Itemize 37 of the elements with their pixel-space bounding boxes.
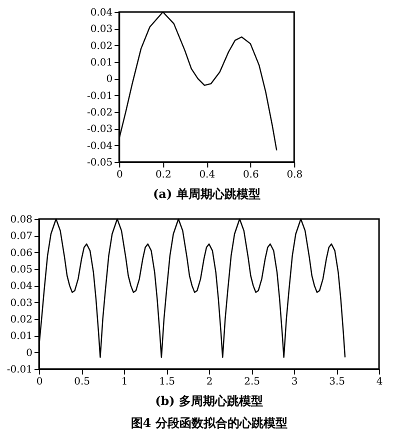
- x-tick-label: 3: [291, 376, 298, 388]
- y-tick-label: 0.01: [90, 58, 113, 68]
- x-tick-label: 4: [376, 376, 383, 388]
- y-tick-label: 0.02: [10, 314, 33, 326]
- y-tick-label: -0.05: [86, 158, 113, 168]
- y-tick-label: -0.01: [6, 364, 33, 376]
- text: (a) 单周期心跳模型: [152, 187, 260, 201]
- y-tick-label: 0.03: [10, 298, 33, 309]
- x-tick-label: 0.6: [242, 170, 259, 180]
- y-tick-label: 0: [26, 348, 33, 359]
- y-tick-label: -0.02: [86, 108, 113, 118]
- y-tick-label: 0.06: [10, 248, 33, 259]
- y-tick-label: -0.01: [86, 90, 113, 102]
- y-tick-label: -0.04: [86, 140, 113, 152]
- text: (b) 多周期心跳模型: [155, 394, 264, 408]
- y-tick-label: 0.04: [10, 281, 33, 292]
- y-tick-label: 0.07: [10, 231, 33, 242]
- x-tick-label: 1.5: [159, 376, 175, 388]
- x-tick-label: 2: [206, 376, 213, 388]
- y-tick-label: 0.04: [90, 8, 113, 18]
- x-tick-label: 0: [36, 376, 43, 388]
- x-tick-label: 0: [116, 170, 123, 180]
- y-tick-label: 0: [106, 74, 113, 86]
- y-tick-label: 0.01: [10, 331, 33, 342]
- y-tick-label: -0.03: [86, 124, 113, 136]
- x-tick-label: 0.2: [155, 170, 172, 180]
- x-tick-label: 0.8: [286, 170, 303, 180]
- y-tick-label: 0.03: [90, 24, 113, 36]
- x-tick-label: 3.5: [329, 376, 345, 388]
- x-tick-label: 1: [121, 376, 128, 388]
- x-tick-label: 0.4: [199, 170, 216, 180]
- x-tick-label: 0.5: [74, 376, 90, 388]
- y-tick-label: 0.02: [90, 40, 113, 52]
- y-tick-label: 0.08: [10, 214, 33, 226]
- y-tick-label: 0.05: [10, 264, 33, 276]
- caption: 图4 分段函数拟合的心跳模型: [130, 416, 288, 430]
- x-tick-label: 2.5: [244, 376, 260, 388]
